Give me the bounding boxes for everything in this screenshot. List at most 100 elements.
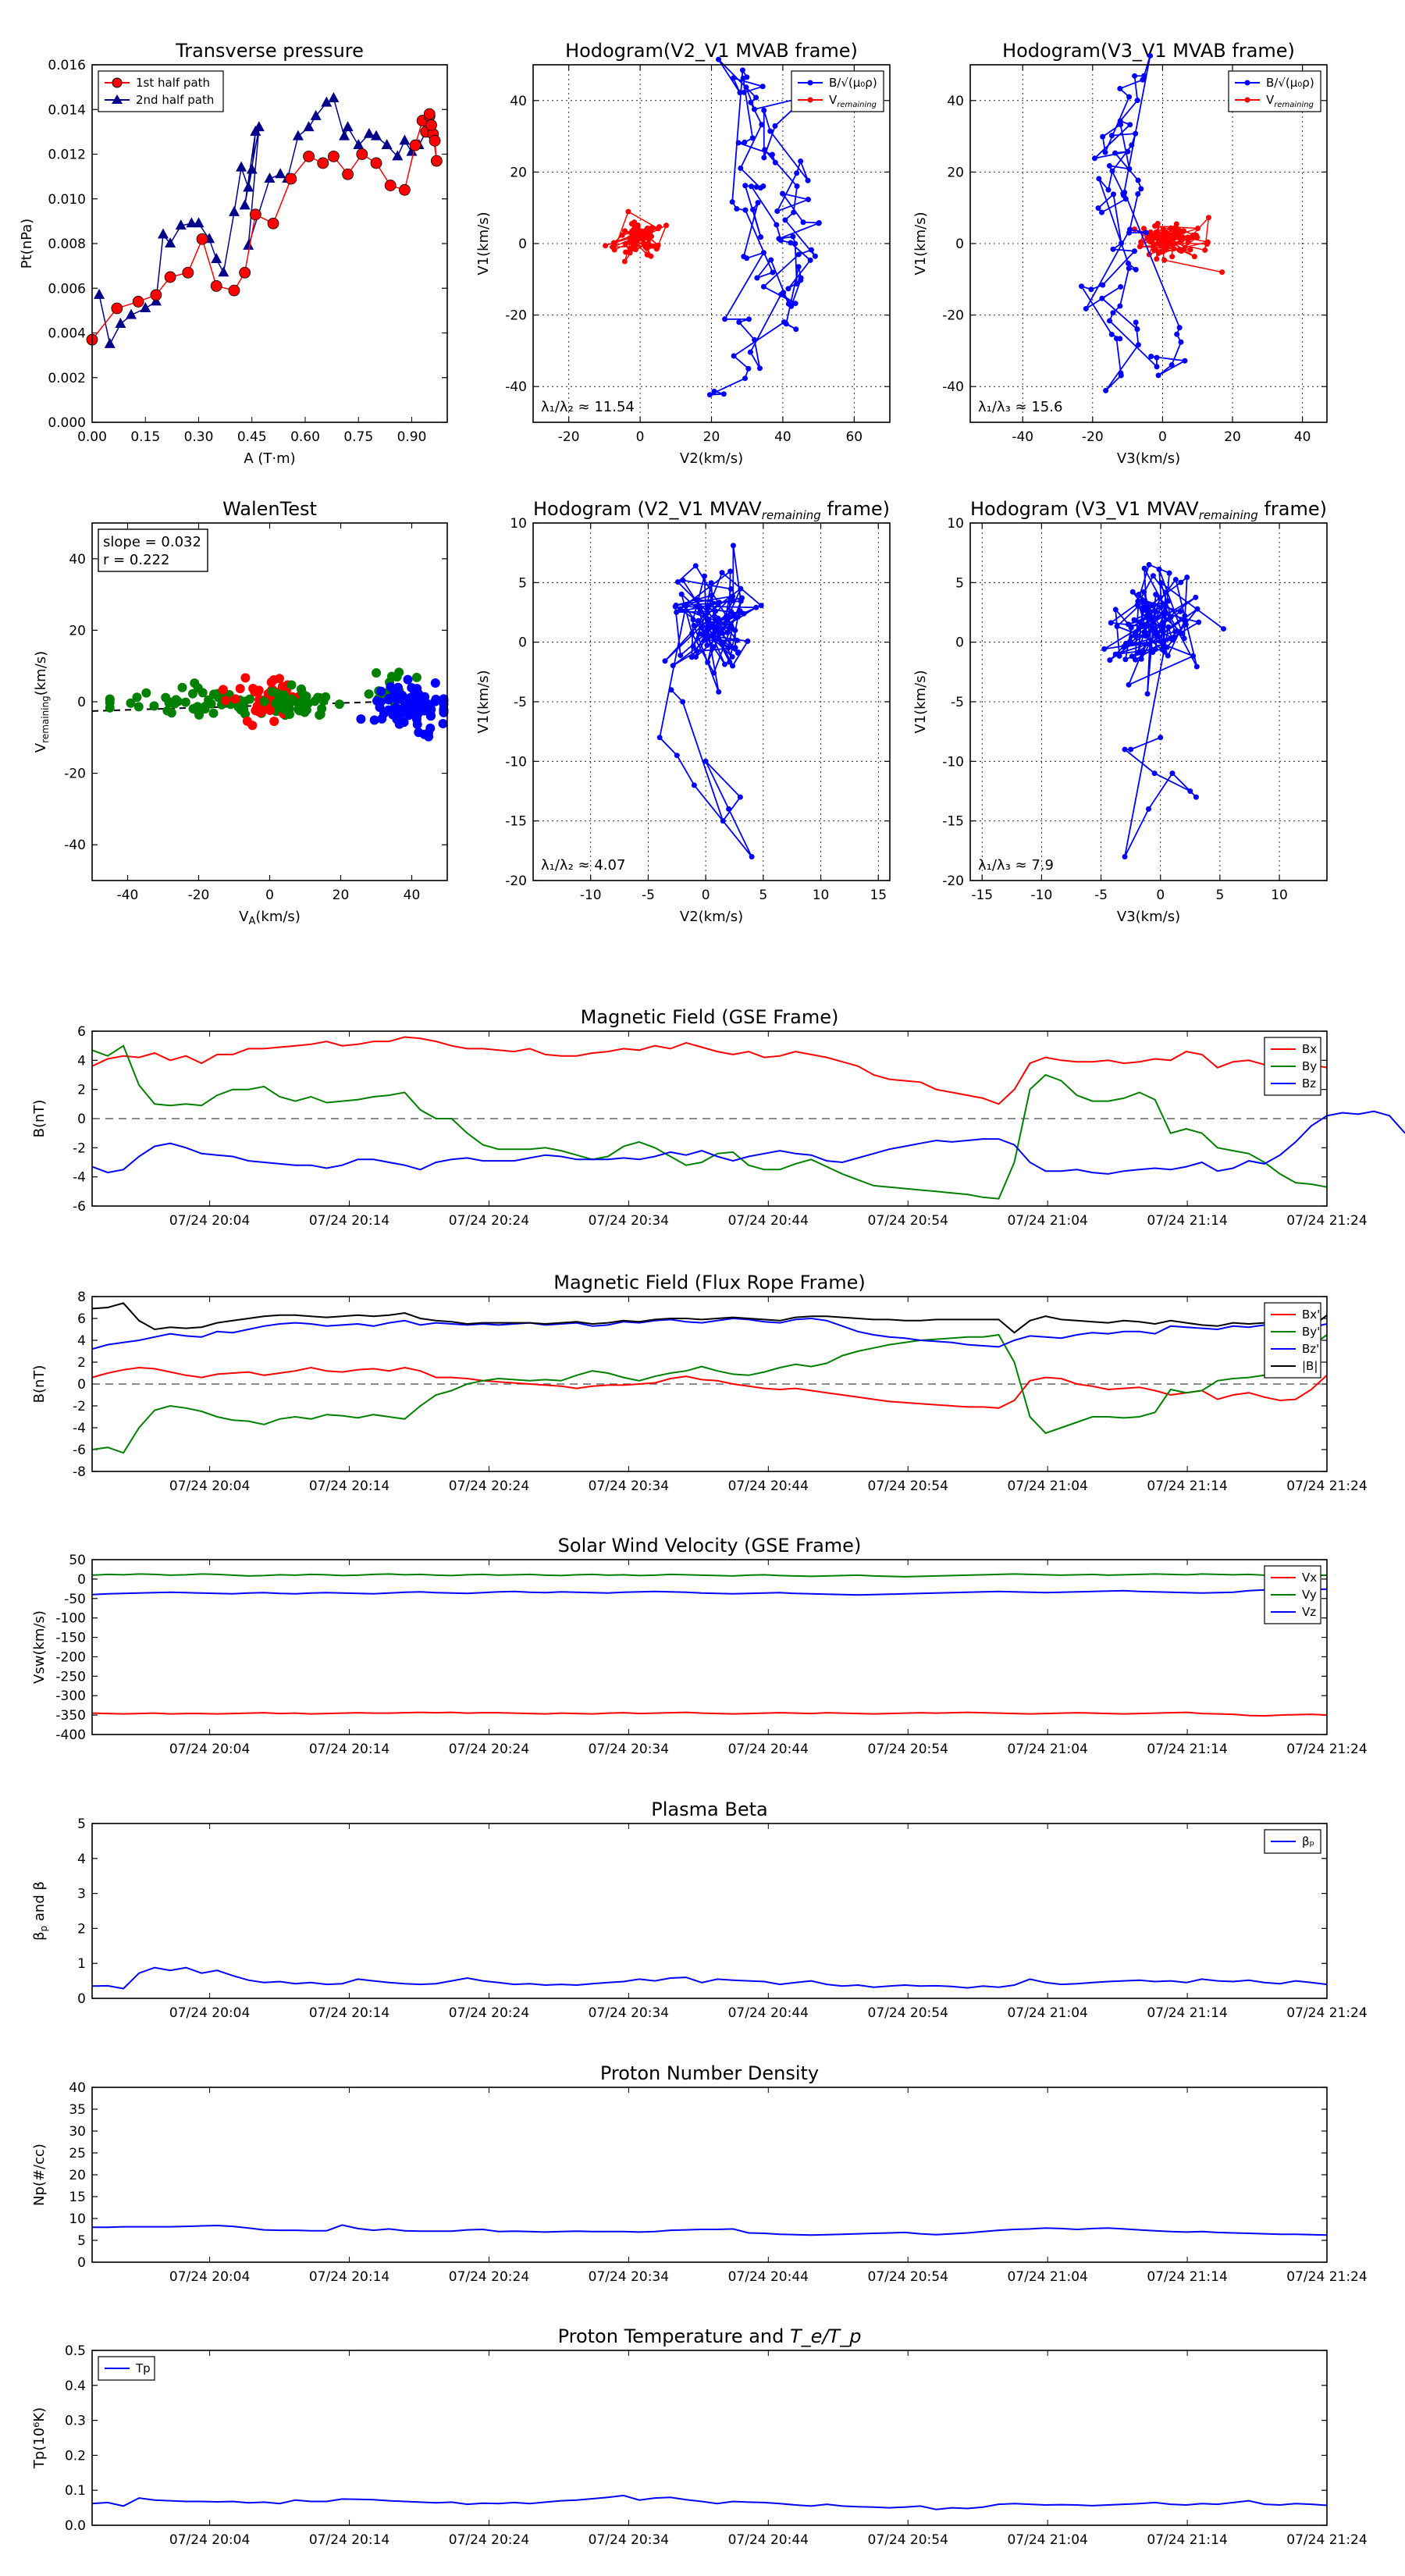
transverse-pressure-triangle-point: [264, 172, 276, 183]
hodogram-v2-v1-mvab-red-point: [646, 236, 652, 242]
transverse-pressure-legend-box: [98, 70, 224, 112]
hodogram-v2-v1-mvab-blue-point: [741, 89, 747, 95]
magnetic-field-flux-rope-ytick-label: 2: [77, 1355, 86, 1371]
plasma-beta-ytick-label: 3: [77, 1887, 86, 1902]
hodogram-v3-v1-mvab-red-point: [1176, 247, 1183, 253]
plasma-beta-ytick-label: 5: [77, 1816, 86, 1832]
proton-number-density-xtick-label: 07/24 20:34: [589, 2269, 669, 2285]
transverse-pressure-triangle-point: [236, 161, 247, 172]
hodogram-v3-v1-mvab-xtick-label: 0: [1158, 429, 1167, 445]
hodogram-v2-v1-mvav-ylabel: V1(km/s): [475, 670, 492, 733]
walen-test-point: [265, 705, 276, 715]
hodogram-v2-v1-mvav-blue-point: [692, 563, 699, 569]
magnetic-field-gse-xtick-label: 07/24 20:54: [868, 1213, 948, 1229]
transverse-pressure-triangle-point: [399, 134, 411, 145]
transverse-pressure-circle-point: [285, 173, 297, 185]
hodogram-v2-v1-mvab-xtick-label: 0: [636, 429, 645, 445]
hodogram-v2-v1-mvab-blue-point: [749, 183, 755, 190]
proton-number-density-xtick-label: 07/24 20:44: [728, 2269, 809, 2285]
hodogram-v3-v1-mvab-red-point: [1219, 269, 1225, 276]
proton-temperature-ytick-label: 0.2: [65, 2448, 86, 2464]
hodogram-v3-v1-mvab-blue-point: [1110, 246, 1116, 252]
hodogram-v3-v1-mvav-blue-point: [1149, 603, 1155, 609]
hodogram-v3-v1-mvab-red-point: [1147, 229, 1154, 235]
proton-number-density-xtick-label: 07/24 21:24: [1286, 2269, 1367, 2285]
hodogram-v2-v1-mvab-blue-point: [745, 365, 752, 372]
magnetic-field-flux-rope-xtick-label: 07/24 20:04: [169, 1478, 250, 1494]
solar-wind-velocity-chart: Solar Wind Velocity (GSE Frame) 07/24 20:…: [31, 1535, 1368, 1757]
proton-number-density-xtick-label: 07/24 20:24: [449, 2269, 529, 2285]
hodogram-v3-v1-mvav-blue-point: [1182, 613, 1188, 619]
hodogram-v2-v1-mvab-xtick-label: 60: [845, 429, 863, 445]
transverse-pressure-triangle-point: [229, 205, 240, 216]
hodogram-v2-v1-mvab-blue-point: [774, 208, 781, 215]
hodogram-v2-v1-mvav-blue-point: [690, 617, 696, 623]
plasma-beta-frame: [91, 1823, 1328, 1999]
transverse-pressure-triangle-point: [243, 239, 254, 250]
transverse-pressure-triangle-point: [253, 121, 265, 132]
proton-number-density-ytick-label: 40: [69, 2080, 86, 2096]
hodogram-v2-v1-mvab-ytick-label: -20: [505, 308, 527, 324]
walen-test-stats-line: r = 0.222: [103, 552, 169, 568]
magnetic-field-flux-rope-ytick-label: 4: [77, 1333, 86, 1349]
hodogram-v2-v1-mvab-blue-point: [742, 207, 749, 213]
hodogram-v2-v1-mvab-blue-point: [734, 206, 740, 212]
hodogram-v3-v1-mvav-blue-point: [1161, 601, 1168, 607]
solar-wind-velocity-ytick-label: 50: [69, 1553, 86, 1568]
hodogram-v2-v1-mvav-blue-point: [713, 608, 719, 614]
walen-test-xlabel: VA(km/s): [239, 909, 301, 927]
hodogram-v2-v1-mvav-blue-point: [680, 699, 686, 705]
plasma-beta-xtick-label: 07/24 21:04: [1007, 2005, 1087, 2021]
hodogram-v3-v1-mvab-blue-point: [1119, 240, 1125, 247]
solar-wind-velocity-legend-label: Vx: [1302, 1571, 1317, 1585]
hodogram-v3-v1-mvav-xlabel: V3(km/s): [1117, 909, 1180, 925]
walen-test-stats-line: slope = 0.032: [103, 534, 201, 550]
hodogram-v3-v1-mvab-xtick-label: 40: [1294, 429, 1311, 445]
hodogram-v2-v1-mvab-red-point: [653, 246, 660, 252]
hodogram-v3-v1-mvab-blue-point: [1133, 130, 1139, 137]
hodogram-v3-v1-mvav-blue-point: [1122, 746, 1128, 753]
hodogram-v2-v1-mvab-legend-marker: [807, 80, 813, 86]
hodogram-v3-v1-mvab-red-point: [1168, 225, 1174, 231]
proton-temperature-legend-label: Tp: [135, 2361, 151, 2375]
magnetic-field-gse-series-bx: [91, 1036, 1328, 1105]
solar-wind-velocity-xtick-label: 07/24 20:34: [589, 1742, 669, 1757]
solar-wind-velocity-xtick-label: 07/24 20:14: [309, 1742, 389, 1757]
transverse-pressure-triangle-point: [115, 318, 126, 329]
hodogram-v3-v1-mvab-blue-point: [1138, 186, 1144, 192]
hodogram-v2-v1-mvav-blue-point: [693, 596, 699, 603]
hodogram-v2-v1-mvav-ratio-annotation: λ₁/λ₂ ≈ 4.07: [541, 857, 625, 873]
hodogram-v2-v1-mvab-blue-point: [794, 281, 800, 287]
hodogram-v3-v1-mvav-blue-point: [1172, 577, 1179, 583]
transverse-pressure-circle-point: [429, 134, 441, 147]
proton-number-density-ytick-label: 10: [69, 2211, 86, 2227]
hodogram-v2-v1-mvav-blue-point: [678, 653, 684, 659]
hodogram-v3-v1-mvab-red-point: [1151, 243, 1157, 249]
walen-test-point: [105, 698, 115, 708]
hodogram-v3-v1-mvab-red-point: [1185, 234, 1191, 240]
walen-test-stats-frame: [98, 528, 208, 572]
hodogram-v3-v1-mvav-blue-point: [1126, 681, 1132, 688]
hodogram-v2-v1-mvav-chart: Hodogram (V2_V1 MVAVremaining frame) -10 -…: [475, 498, 891, 925]
hodogram-v2-v1-mvab-ratio-annotation: λ₁/λ₂ ≈ 11.54: [541, 399, 635, 415]
proton-number-density-ytick-label: 0: [77, 2255, 86, 2271]
hodogram-v2-v1-mvab-blue-point: [816, 220, 822, 226]
hodogram-v2-v1-mvab-xtick-label: 40: [774, 429, 791, 445]
magnetic-field-gse-title: Magnetic Field (GSE Frame): [581, 1006, 839, 1028]
hodogram-v3-v1-mvav-blue-point: [1178, 579, 1184, 585]
hodogram-v3-v1-mvab-red-point: [1195, 226, 1201, 232]
transverse-pressure-triangle-point: [175, 219, 187, 230]
magnetic-field-flux-rope-ytick-label: -2: [73, 1399, 86, 1414]
plasma-beta-chart: Plasma Beta 07/24 20:04 07/24 20:14 07/24 2…: [31, 1799, 1368, 2021]
hodogram-v2-v1-mvav-blue-point: [731, 611, 737, 617]
hodogram-v2-v1-mvav-blue-point: [730, 543, 736, 549]
hodogram-v2-v1-mvav-blue-point: [727, 614, 733, 621]
walen-test-point: [293, 705, 304, 715]
hodogram-v2-v1-mvav-blue-point: [683, 603, 689, 609]
hodogram-v2-v1-mvav-blue-point: [735, 650, 742, 656]
hodogram-v2-v1-mvav-blue-point: [680, 577, 686, 583]
hodogram-v2-v1-mvab-blue-point: [737, 90, 743, 96]
hodogram-v3-v1-mvab-red-point: [1204, 239, 1211, 245]
hodogram-v3-v1-mvav-blue-point: [1135, 598, 1141, 604]
hodogram-v2-v1-mvab-red-point: [621, 228, 628, 234]
